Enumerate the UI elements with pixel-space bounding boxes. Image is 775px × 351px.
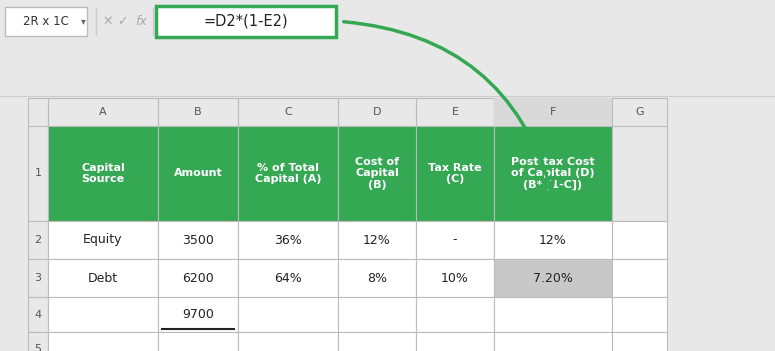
Text: 12%: 12%: [539, 233, 567, 246]
Text: D: D: [373, 107, 381, 117]
Text: 12%: 12%: [363, 233, 391, 246]
FancyBboxPatch shape: [416, 98, 494, 126]
FancyBboxPatch shape: [48, 126, 158, 221]
Text: B: B: [195, 107, 202, 117]
FancyBboxPatch shape: [28, 98, 48, 126]
Text: =D2*(1-E2): =D2*(1-E2): [204, 14, 288, 29]
FancyBboxPatch shape: [612, 297, 667, 332]
FancyBboxPatch shape: [338, 297, 416, 332]
FancyBboxPatch shape: [48, 259, 158, 297]
FancyBboxPatch shape: [238, 297, 338, 332]
Text: 9700: 9700: [182, 308, 214, 321]
Text: 64%: 64%: [274, 272, 302, 285]
Text: F: F: [549, 107, 556, 117]
FancyBboxPatch shape: [158, 259, 238, 297]
FancyBboxPatch shape: [28, 332, 48, 351]
FancyBboxPatch shape: [612, 98, 667, 126]
Text: 10%: 10%: [441, 272, 469, 285]
FancyBboxPatch shape: [416, 126, 494, 221]
Text: ✕: ✕: [103, 15, 113, 28]
FancyBboxPatch shape: [28, 221, 48, 259]
Text: 6200: 6200: [182, 272, 214, 285]
FancyBboxPatch shape: [156, 6, 336, 37]
FancyBboxPatch shape: [338, 332, 416, 351]
FancyBboxPatch shape: [238, 126, 338, 221]
FancyBboxPatch shape: [494, 126, 612, 221]
FancyBboxPatch shape: [238, 221, 338, 259]
FancyBboxPatch shape: [494, 98, 612, 126]
FancyBboxPatch shape: [612, 221, 667, 259]
FancyBboxPatch shape: [28, 297, 48, 332]
FancyBboxPatch shape: [158, 297, 238, 332]
Text: C: C: [284, 107, 292, 117]
Text: % of Total
Capital (A): % of Total Capital (A): [255, 163, 322, 184]
Text: 2: 2: [34, 235, 42, 245]
FancyBboxPatch shape: [48, 221, 158, 259]
FancyBboxPatch shape: [338, 98, 416, 126]
Text: Capital
Source: Capital Source: [81, 163, 125, 184]
FancyBboxPatch shape: [494, 221, 612, 259]
Text: Cost of
Capital
(B): Cost of Capital (B): [355, 157, 399, 190]
FancyBboxPatch shape: [158, 98, 238, 126]
Text: 1: 1: [35, 168, 42, 179]
Text: Debt: Debt: [88, 272, 118, 285]
Text: -: -: [453, 233, 457, 246]
FancyBboxPatch shape: [338, 259, 416, 297]
FancyBboxPatch shape: [48, 297, 158, 332]
Text: A: A: [99, 107, 107, 117]
Text: Amount: Amount: [174, 168, 222, 179]
FancyBboxPatch shape: [494, 332, 612, 351]
FancyBboxPatch shape: [416, 332, 494, 351]
Text: ▾: ▾: [81, 16, 85, 26]
Text: 5: 5: [35, 344, 42, 351]
Text: 36%: 36%: [274, 233, 302, 246]
FancyBboxPatch shape: [238, 259, 338, 297]
FancyBboxPatch shape: [338, 221, 416, 259]
FancyBboxPatch shape: [158, 332, 238, 351]
FancyBboxPatch shape: [612, 259, 667, 297]
FancyBboxPatch shape: [158, 221, 238, 259]
Text: Post-tax Cost
of Capital (D)
(B* [1-C]): Post-tax Cost of Capital (D) (B* [1-C]): [512, 157, 595, 190]
FancyBboxPatch shape: [416, 297, 494, 332]
Text: 3500: 3500: [182, 233, 214, 246]
Text: 4: 4: [34, 310, 42, 319]
Text: E: E: [452, 107, 459, 117]
Text: Tax Rate
(C): Tax Rate (C): [428, 163, 482, 184]
Text: 8%: 8%: [367, 272, 387, 285]
Text: 7.20%: 7.20%: [533, 272, 573, 285]
FancyBboxPatch shape: [238, 332, 338, 351]
Text: 2R x 1C: 2R x 1C: [23, 15, 69, 28]
Text: 3: 3: [35, 273, 42, 283]
FancyBboxPatch shape: [28, 126, 48, 221]
FancyBboxPatch shape: [416, 259, 494, 297]
Text: G: G: [636, 107, 644, 117]
FancyBboxPatch shape: [338, 126, 416, 221]
FancyBboxPatch shape: [612, 126, 667, 221]
FancyBboxPatch shape: [416, 221, 494, 259]
FancyBboxPatch shape: [238, 98, 338, 126]
FancyBboxPatch shape: [5, 7, 87, 36]
FancyBboxPatch shape: [494, 297, 612, 332]
FancyBboxPatch shape: [28, 259, 48, 297]
FancyBboxPatch shape: [494, 98, 612, 126]
FancyBboxPatch shape: [48, 98, 158, 126]
Text: ✓: ✓: [117, 15, 127, 28]
FancyBboxPatch shape: [494, 259, 612, 297]
FancyBboxPatch shape: [48, 332, 158, 351]
FancyBboxPatch shape: [158, 126, 238, 221]
FancyBboxPatch shape: [612, 332, 667, 351]
Text: fx: fx: [135, 15, 147, 28]
Text: Equity: Equity: [83, 233, 122, 246]
